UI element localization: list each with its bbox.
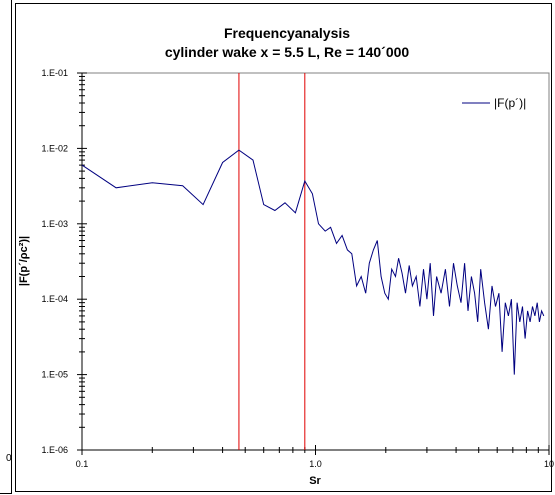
chart-frame [15,3,552,492]
chart-title: Frequencyanalysis [224,25,350,41]
y-tick-label: 1.E-04 [41,294,68,304]
series-line-F [81,149,545,375]
y-tick-label: 1.E-05 [41,370,68,380]
y-axis-title: |F(p´/ρc²)| [18,236,30,286]
legend-label: |F(p´)| [494,96,526,110]
y-tick-label: 1.E-06 [41,445,68,455]
x-axis: 0.1 1.0 10 [76,445,554,469]
x-axis-title: Sr [309,475,321,487]
x-tick-label: 0.1 [76,459,89,469]
legend: |F(p´)| [462,96,526,110]
adjacent-chart-edge [0,0,12,494]
vertical-markers [238,73,306,450]
plot-area [81,72,550,451]
adjacent-chart-tick-label: 0 [6,453,12,464]
x-tick-label: 1.0 [309,459,322,469]
y-axis: 1.E-06 1.E-05 1.E-04 1.E-03 1.E-02 1.E-01 [41,68,87,455]
y-tick-label: 1.E-03 [41,219,68,229]
y-tick-label: 1.E-02 [41,143,68,153]
chart-subtitle: cylinder wake x = 5.5 L, Re = 140´000 [165,44,410,60]
y-tick-label: 1.E-01 [41,68,68,78]
x-tick-label: 10 [544,459,554,469]
